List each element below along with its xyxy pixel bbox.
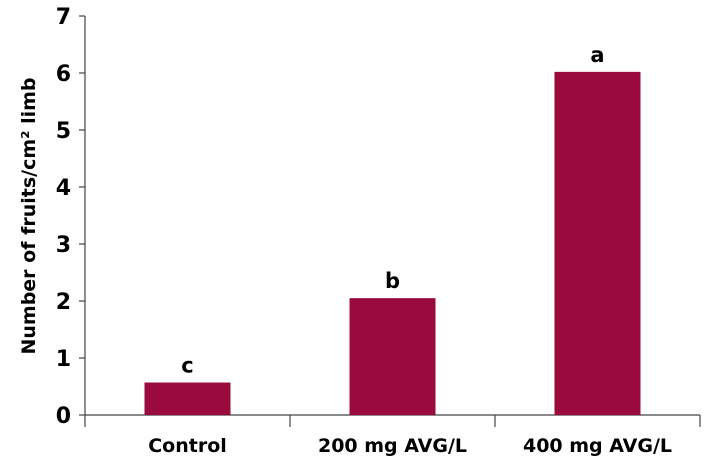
category-labels: Control 200 mg AVG/L 400 mg AVG/L [148,435,672,457]
bar [144,382,231,415]
y-tick-label: 7 [56,5,71,30]
bar-data-label: a [590,43,604,67]
y-tick-label: 4 [56,176,71,201]
bar-data-label: b [385,269,400,293]
bars [144,71,641,416]
bar-data-label: c [181,354,193,378]
bar [554,71,641,416]
bar [349,298,436,415]
data-labels: c b a [181,43,604,378]
y-axis: 0 1 2 3 4 5 6 7 [56,5,86,429]
y-tick-label: 2 [56,290,71,315]
x-axis [84,414,701,427]
y-tick-label: 1 [56,347,71,372]
y-tick-label: 6 [56,62,71,87]
y-tick-label: 3 [56,233,71,258]
category-label: 200 mg AVG/L [318,435,467,457]
category-label: 400 mg AVG/L [523,435,672,457]
y-tick-label: 5 [56,119,71,144]
category-label: Control [148,435,227,457]
y-tick-label: 0 [56,404,71,429]
y-axis-label: Number of fruits/cm² limb [18,77,40,354]
